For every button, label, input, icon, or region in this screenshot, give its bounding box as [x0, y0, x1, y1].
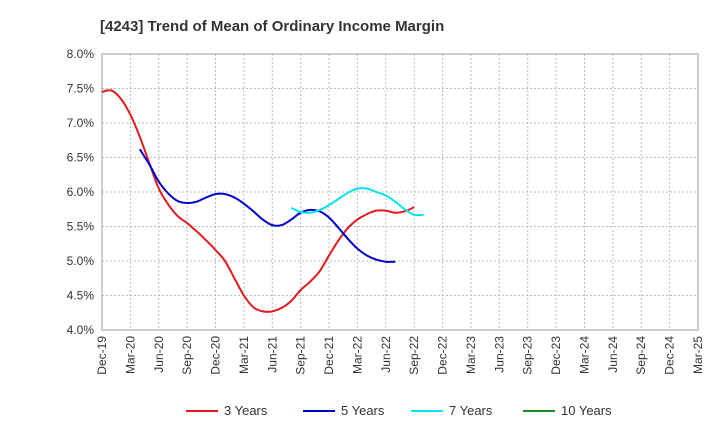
x-tick-label: Jun-24 [606, 336, 620, 373]
x-tick-label: Mar-22 [350, 336, 364, 374]
x-tick-label: Dec-24 [663, 336, 677, 375]
y-tick-label: 4.5% [67, 289, 95, 303]
x-tick-label: Jun-23 [492, 336, 506, 373]
legend-label: 7 Years [449, 403, 493, 418]
y-tick-label: 4.0% [67, 323, 95, 337]
grid [101, 53, 699, 331]
x-tick-label: Sep-20 [180, 336, 194, 375]
legend-label: 3 Years [224, 403, 268, 418]
x-tick-label: Mar-24 [577, 336, 591, 374]
y-tick-label: 8.0% [67, 47, 95, 61]
x-tick-label: Mar-21 [237, 336, 251, 374]
x-tick-label: Dec-22 [436, 336, 450, 375]
x-axis-ticks: Dec-19 Mar-20 Jun-20 Sep-20 Dec-20 Mar-21 Jun-… [95, 336, 705, 375]
x-tick-label: Sep-22 [407, 336, 421, 375]
series-line-5-years [138, 148, 396, 263]
x-tick-label: Sep-21 [294, 336, 308, 375]
legend-label: 5 Years [341, 403, 385, 418]
series-lines [101, 89, 424, 313]
series-line-3-years [101, 89, 415, 313]
y-axis-ticks: 4.0% 4.5% 5.0% 5.5% 6.0% 6.5% 7.0% 7.5% 8.0% [67, 47, 95, 337]
x-tick-label: Jun-21 [265, 336, 279, 373]
x-tick-label: Dec-23 [549, 336, 563, 375]
y-tick-label: 7.0% [67, 116, 95, 130]
chart-title: [4243] Trend of Mean of Ordinary Income … [100, 18, 444, 35]
x-tick-label: Jun-20 [152, 336, 166, 373]
series-line-7-years [290, 187, 424, 217]
x-tick-label: Dec-19 [95, 336, 109, 375]
y-tick-label: 6.5% [67, 151, 95, 165]
legend-label: 10 Years [561, 403, 612, 418]
legend: 3 Years 5 Years 7 Years 10 Years [186, 403, 612, 418]
x-tick-label: Mar-25 [691, 336, 705, 374]
y-tick-label: 5.0% [67, 254, 95, 268]
y-tick-label: 5.5% [67, 220, 95, 234]
y-tick-label: 6.0% [67, 185, 95, 199]
x-tick-label: Sep-23 [521, 336, 535, 375]
plot-area [101, 53, 699, 331]
x-tick-label: Mar-20 [123, 336, 137, 374]
x-tick-label: Sep-24 [634, 336, 648, 375]
y-tick-label: 7.5% [67, 82, 95, 96]
x-tick-label: Dec-21 [322, 336, 336, 375]
x-tick-label: Jun-22 [379, 336, 393, 373]
x-tick-label: Dec-20 [209, 336, 223, 375]
x-tick-label: Mar-23 [464, 336, 478, 374]
